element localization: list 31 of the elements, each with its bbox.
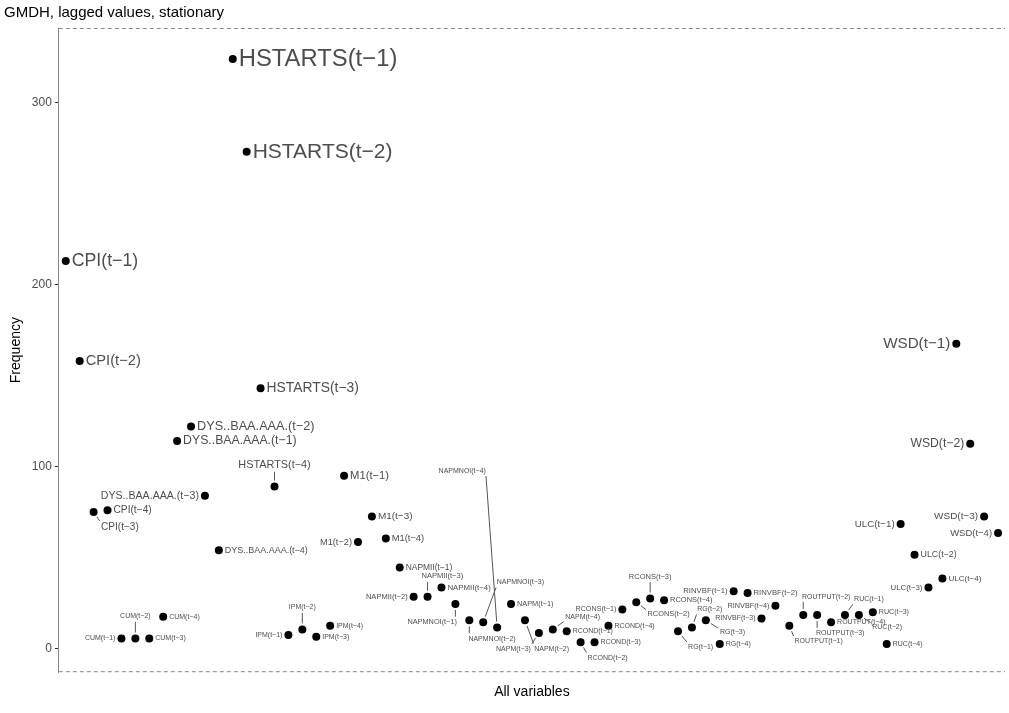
data-label: NAPMII(t−1) (405, 561, 453, 572)
data-label: HSTARTS(t−2) (252, 138, 393, 162)
data-label: M1(t−4) (391, 533, 425, 544)
data-label: CPI(t−1) (71, 249, 139, 270)
data-label: WSD(t−3) (934, 510, 979, 522)
data-label: ULC(t−4) (948, 573, 982, 583)
data-label: ULC(t−2) (920, 549, 957, 560)
data-label: M1(t−2) (320, 536, 352, 547)
data-label: WSD(t−4) (950, 526, 993, 538)
data-label: CPI(t−2) (85, 352, 141, 369)
data-label: ULC(t−1) (854, 517, 895, 529)
data-label: M1(t−3) (377, 510, 413, 522)
y-tick-label: 200 (31, 276, 53, 291)
data-label: HSTARTS(t−4) (238, 457, 311, 470)
data-label: CPI(t−3) (100, 521, 139, 533)
y-tick-label: 100 (31, 458, 53, 473)
data-label: DYS..BAA.AAA.(t−3) (100, 488, 199, 501)
chart-title: GMDH, lagged values, stationary (4, 3, 225, 21)
x-axis-title: All variables (494, 683, 570, 700)
y-axis-title: Frequency (7, 317, 24, 384)
data-label: HSTARTS(t−1) (238, 43, 398, 71)
y-tick-label: 300 (31, 94, 53, 109)
data-label: DYS..BAA.AAA.(t−2) (197, 418, 315, 434)
data-label: DYS..BAA.AAA.(t−4) (224, 544, 308, 555)
data-label: CPI(t−4) (113, 504, 152, 516)
data-label: DYS..BAA.AAA.(t−1) (183, 433, 297, 448)
data-label: M1(t−1) (350, 468, 390, 481)
data-label: HSTARTS(t−3) (266, 379, 359, 396)
y-tick-label: 0 (45, 640, 53, 655)
data-label: WSD(t−1) (883, 333, 951, 351)
data-label: WSD(t−2) (910, 436, 965, 451)
